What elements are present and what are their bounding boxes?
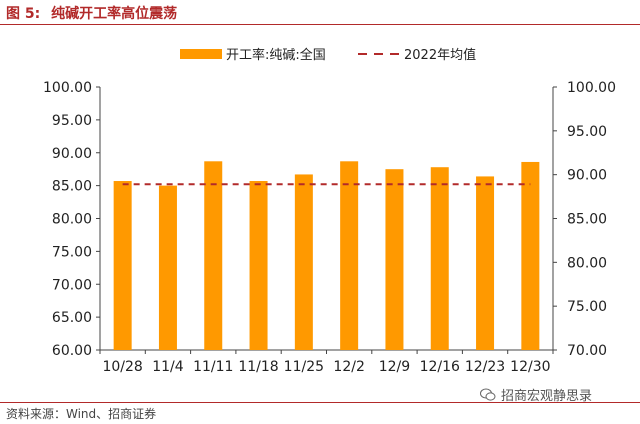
y-left-tick-label: 65.00 bbox=[52, 310, 92, 326]
bar bbox=[476, 176, 495, 350]
legend-item-average: 2022年均值 bbox=[358, 44, 476, 63]
bar bbox=[249, 181, 268, 350]
y-left-tick-label: 80.00 bbox=[52, 212, 92, 228]
legend-line-label: 2022年均值 bbox=[404, 48, 477, 63]
x-tick-label: 12/2 bbox=[333, 359, 364, 375]
y-right-tick-label: 85.00 bbox=[567, 212, 607, 228]
x-tick-label: 12/9 bbox=[379, 359, 410, 375]
watermark: 招商宏观静思录 bbox=[480, 385, 592, 404]
x-tick-label: 11/25 bbox=[284, 359, 324, 375]
y-left-tick-label: 75.00 bbox=[52, 244, 92, 260]
x-tick-label: 11/4 bbox=[152, 359, 184, 375]
x-tick-label: 12/16 bbox=[420, 359, 460, 375]
figure-title: 图 5: 纯碱开工率高位震荡 bbox=[6, 3, 177, 23]
bar bbox=[430, 167, 449, 350]
y-right-tick-label: 95.00 bbox=[567, 124, 607, 140]
bar bbox=[385, 169, 404, 350]
x-tick-label: 11/11 bbox=[193, 359, 233, 375]
x-tick-label: 12/23 bbox=[465, 359, 505, 375]
legend-dash-swatch bbox=[358, 49, 400, 59]
y-left-tick-label: 90.00 bbox=[52, 146, 92, 162]
y-right-tick-label: 100.00 bbox=[567, 80, 616, 96]
source-rule bbox=[0, 402, 640, 403]
bar bbox=[294, 174, 313, 350]
y-right-tick-label: 70.00 bbox=[567, 343, 607, 359]
y-right-tick-label: 90.00 bbox=[567, 168, 607, 184]
x-tick-label: 10/28 bbox=[102, 359, 142, 375]
figure-title-text: 纯碱开工率高位震荡 bbox=[51, 6, 178, 22]
y-left-tick-label: 85.00 bbox=[52, 179, 92, 195]
wechat-icon bbox=[480, 388, 496, 401]
x-tick-label: 12/30 bbox=[510, 359, 550, 375]
x-tick-label: 11/18 bbox=[238, 359, 278, 375]
bar bbox=[340, 161, 359, 350]
y-left-tick-label: 70.00 bbox=[52, 277, 92, 293]
bar bbox=[204, 161, 223, 350]
watermark-text: 招商宏观静思录 bbox=[501, 389, 593, 404]
y-left-tick-label: 100.00 bbox=[43, 80, 92, 96]
y-left-tick-label: 95.00 bbox=[52, 113, 92, 129]
title-rule bbox=[0, 24, 640, 25]
legend-bar-swatch bbox=[180, 48, 222, 59]
y-right-tick-label: 75.00 bbox=[567, 299, 607, 315]
bar bbox=[521, 161, 540, 350]
figure-label: 图 5: bbox=[6, 6, 41, 22]
legend-bar-label: 开工率:纯碱:全国 bbox=[226, 48, 326, 63]
source-note: 资料来源：Wind、招商证券 bbox=[6, 407, 157, 421]
y-right-tick-label: 80.00 bbox=[567, 255, 607, 271]
bar bbox=[158, 185, 177, 350]
bar bbox=[113, 181, 132, 350]
legend-item-bars: 开工率:纯碱:全国 bbox=[180, 44, 326, 63]
y-left-tick-label: 60.00 bbox=[52, 343, 92, 359]
